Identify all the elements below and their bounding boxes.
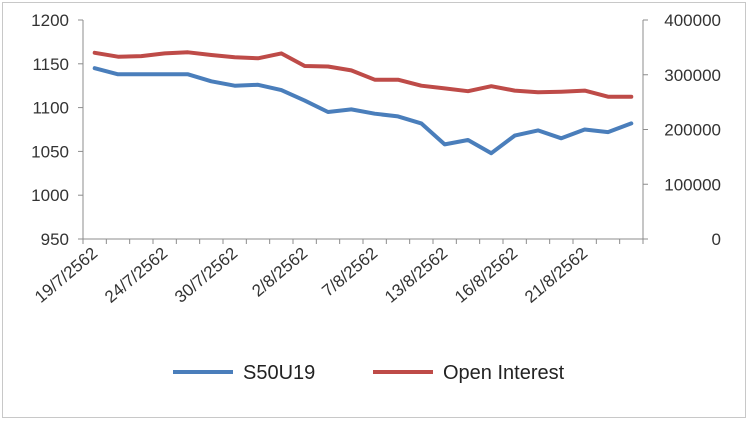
right-tick-label: 100000 [664, 175, 721, 194]
series-line-open-interest [92, 50, 634, 99]
legend-label: Open Interest [443, 362, 565, 384]
left-tick-label: 1000 [31, 186, 69, 205]
series-line-s50u19 [92, 66, 634, 156]
right-axis-ticks: 0 100000 200000 300000 400000 [643, 11, 721, 249]
legend: S50U19 Open Interest [173, 362, 565, 384]
axes [82, 20, 644, 244]
x-axis-ticks: 19/7/2562 24/7/2562 30/7/2562 2/8/2562 7/8/2… [31, 244, 591, 307]
x-tick-label: 13/8/2562 [381, 244, 451, 307]
right-tick-label: 200000 [664, 121, 721, 140]
left-tick-label: 1100 [32, 99, 69, 118]
x-tick-label: 30/7/2562 [171, 244, 241, 307]
x-tick-label: 21/8/2562 [521, 244, 591, 307]
x-tick-label: 7/8/2562 [318, 244, 381, 301]
left-axis-ticks: 950 1000 1050 1100 1150 1200 [31, 11, 83, 249]
x-tick-label: 16/8/2562 [451, 244, 521, 307]
chart-frame: 950 1000 1050 1100 1150 1200 0 100000 200000 300… [2, 2, 746, 418]
right-tick-label: 400000 [664, 11, 721, 30]
series-lines [92, 50, 634, 156]
x-tick-label: 24/7/2562 [101, 244, 171, 307]
x-tick-label: 19/7/2562 [31, 244, 101, 307]
line-chart: 950 1000 1050 1100 1150 1200 0 100000 200000 300… [31, 11, 721, 384]
left-tick-label: 1050 [31, 142, 69, 161]
left-tick-label: 1150 [32, 55, 69, 74]
legend-label: S50U19 [243, 362, 315, 384]
x-tick-label: 2/8/2562 [248, 244, 311, 301]
left-tick-label: 950 [41, 230, 69, 249]
left-tick-label: 1200 [31, 11, 69, 30]
right-tick-label: 300000 [664, 66, 721, 85]
right-tick-label: 0 [712, 230, 721, 249]
